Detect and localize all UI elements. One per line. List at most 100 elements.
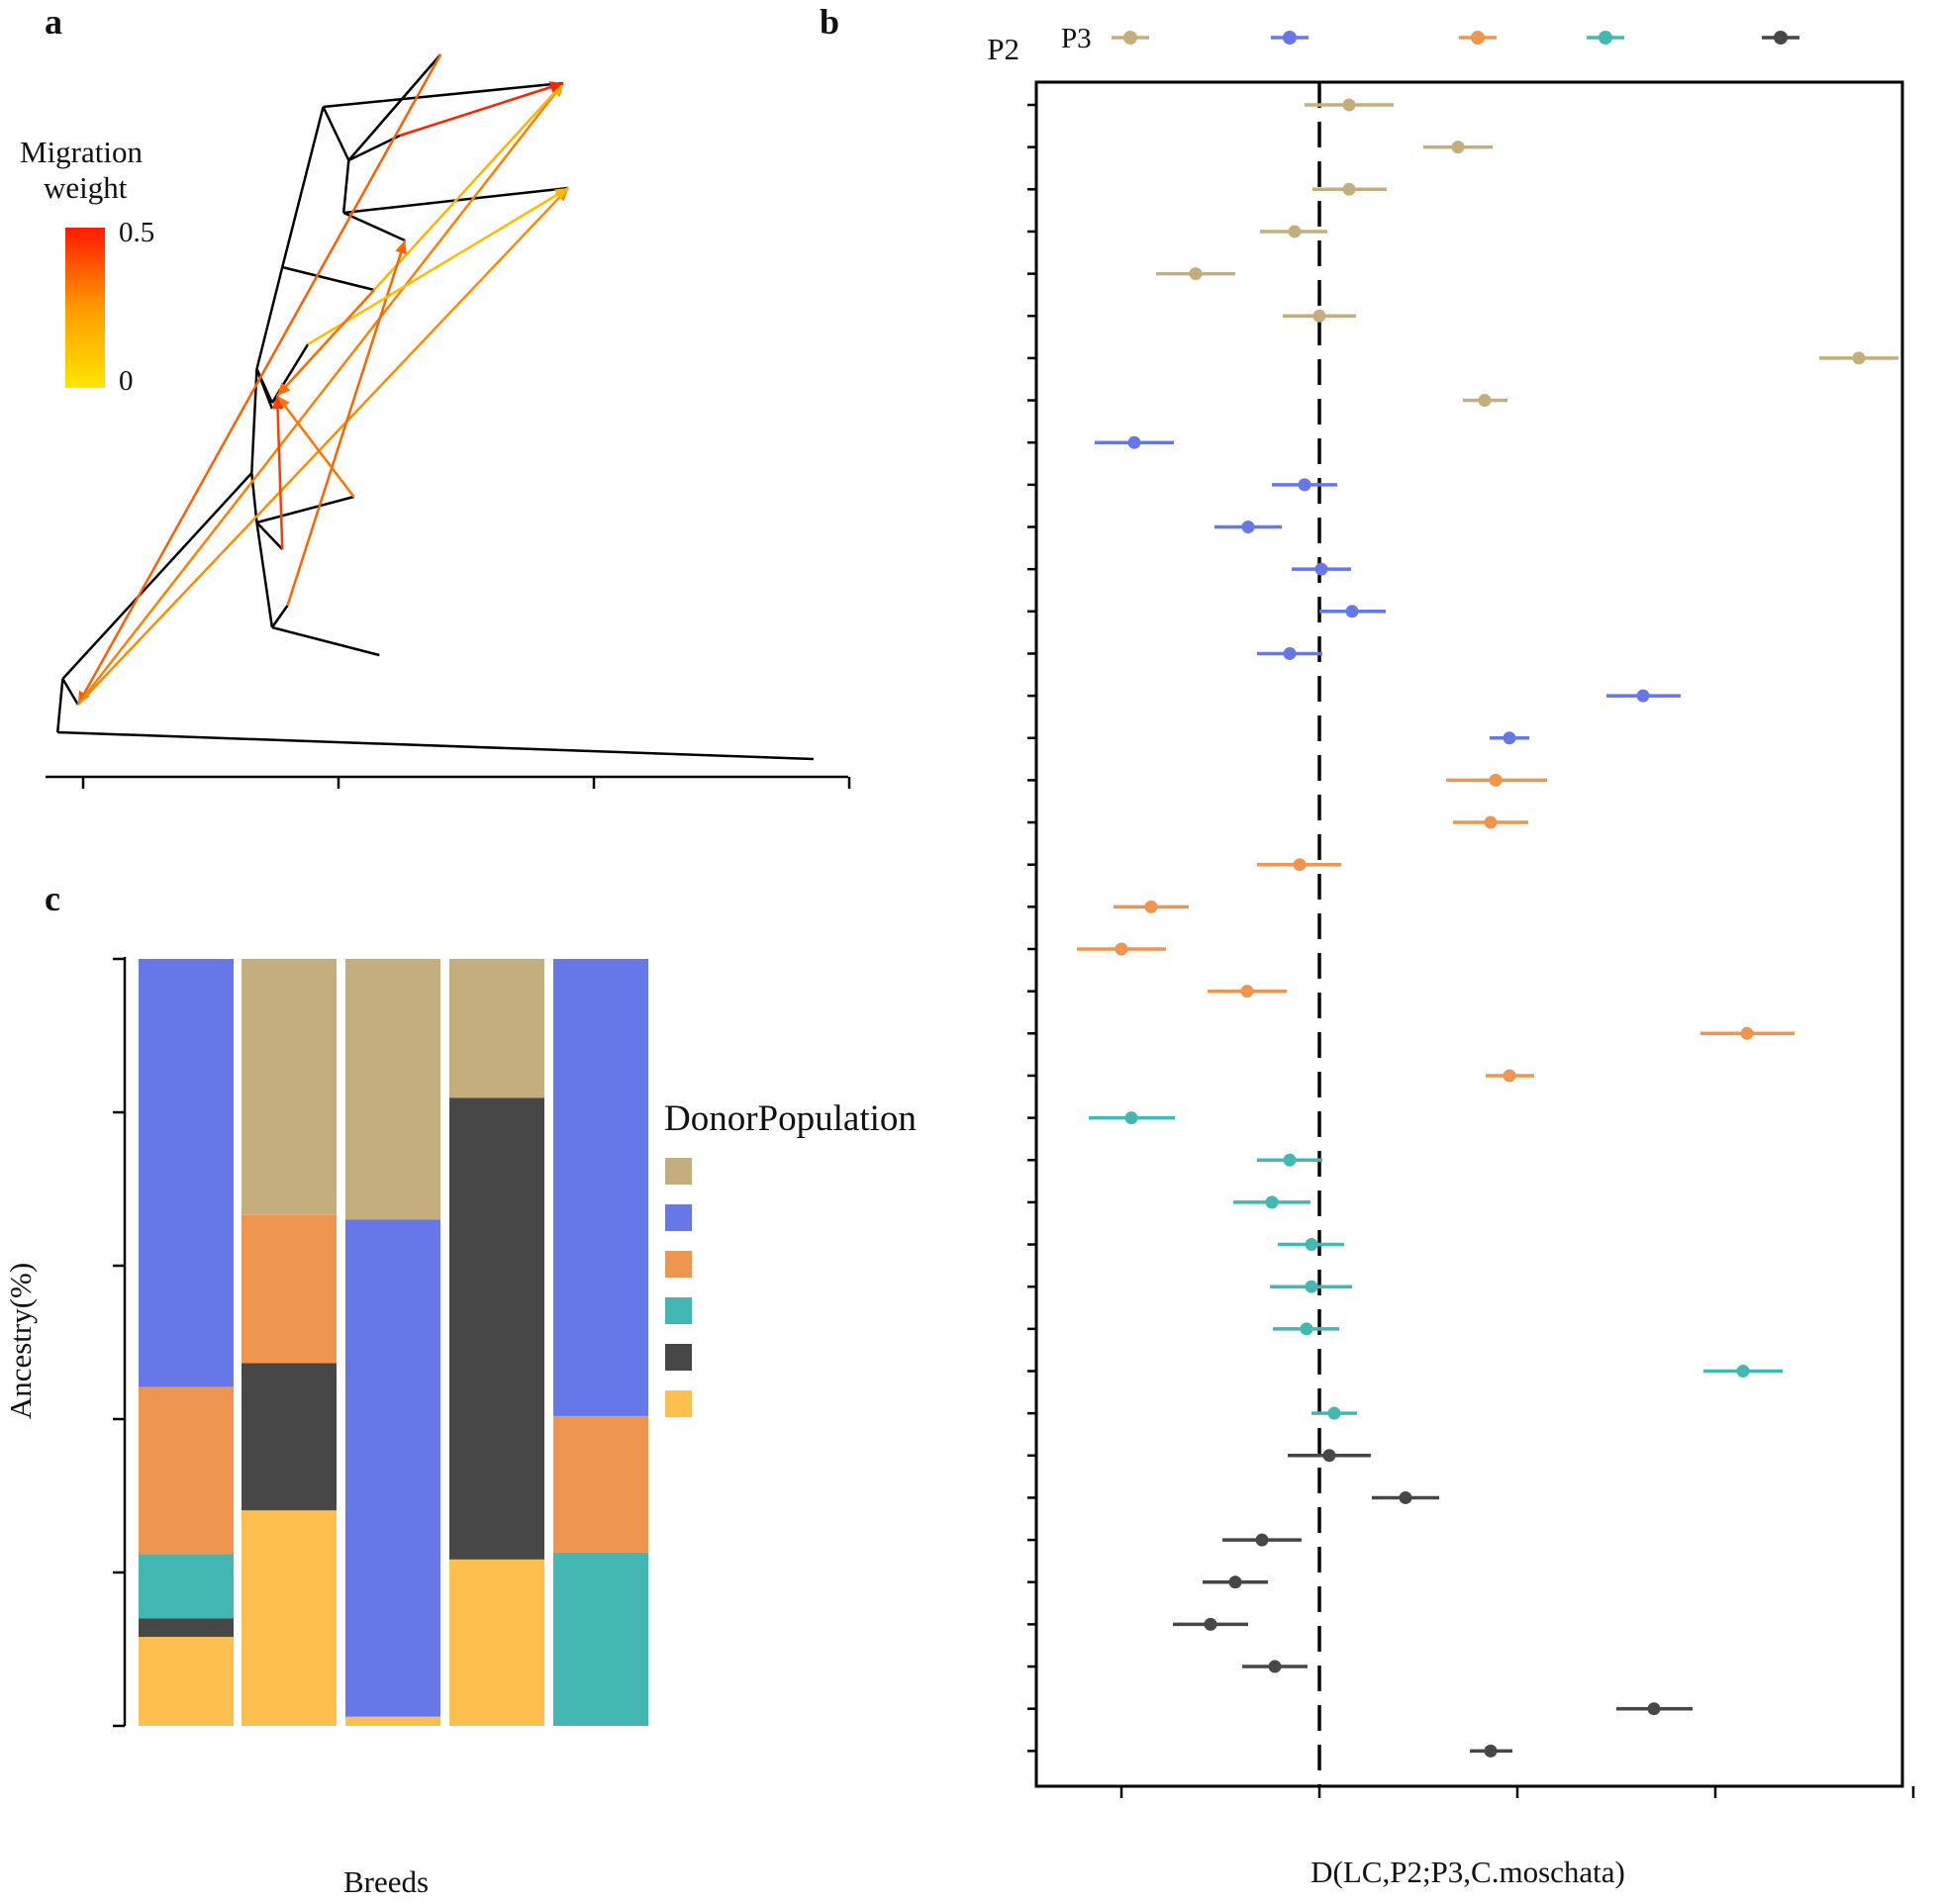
dstat-point-bangladesh-taiwan <box>1204 1617 1217 1631</box>
tree-branch-vietnam <box>347 134 401 162</box>
migration-arrowhead <box>395 240 407 255</box>
dstat-point-bangladesh-wild <box>1484 1744 1498 1758</box>
tree-branch <box>55 678 64 733</box>
tree-branch-wild <box>61 678 79 706</box>
migration-edge-taiwan-to-guangdong <box>275 395 284 550</box>
dstat-y-labels <box>1027 103 1036 1753</box>
dstat-point-vietnam-anhui <box>1342 98 1356 112</box>
ancestry-bar-laos-domestic-china <box>345 1716 440 1726</box>
dstat-point-pakistan-guangxi <box>1736 1365 1750 1378</box>
dstat-point-pakistan-wild <box>1327 1406 1341 1420</box>
migration-arrowhead <box>549 83 564 97</box>
dstat-point-laos-jiangxi <box>1293 858 1307 872</box>
dstat-point-bangladesh-guangxi <box>1647 1702 1661 1716</box>
dstat-points <box>1077 98 1898 1758</box>
dstat-point-pakistan-guangdong <box>1300 1322 1313 1336</box>
panel-label-b: b <box>820 2 839 42</box>
tree-branch-guizhou <box>255 368 274 410</box>
migration-color-bar <box>65 228 105 388</box>
migration-legend-title-2: weight <box>44 170 128 205</box>
ancestry-bar-vietnam-cambodia <box>139 959 234 1387</box>
ancestry-bars <box>139 959 648 1726</box>
ancestry-y-axis-title: Ancestry(%) <box>3 1263 38 1419</box>
migration-arrowhead <box>548 81 564 93</box>
ancestry-legend <box>665 1158 692 1417</box>
migration-edge-anhui-to-laos <box>307 186 569 346</box>
migration-arrowhead <box>277 382 291 396</box>
ancestry-bar-vietnam-laos <box>139 1386 234 1555</box>
tree-branch <box>255 266 284 370</box>
ancestry-bar-cambodia-vietnam <box>242 959 337 1215</box>
ancestry-bar-pakistan-bangladesh <box>449 1097 544 1560</box>
migration-edge-vietnam-to-pakistan <box>399 81 564 138</box>
ancestry-legend-swatch-laos <box>665 1251 692 1278</box>
ancestry-bar-bangladesh-cambodia <box>553 959 648 1416</box>
dstat-point-cambodia-taiwan <box>1345 605 1359 619</box>
dstat-point-vietnam-jiangxi <box>1342 182 1356 196</box>
dstat-point-bangladesh-jiangxi <box>1255 1533 1269 1547</box>
ancestry-legend-swatch-bangladesh <box>665 1344 692 1371</box>
dstat-legend-marker-cambodia <box>1283 31 1297 45</box>
tree-branch-fujian <box>271 625 380 657</box>
dstat-point-cambodia-anhui <box>1127 435 1141 449</box>
ancestry-legend-title: DonorPopulation <box>664 1098 917 1139</box>
dstat-point-pakistan-anhui <box>1124 1111 1138 1125</box>
ancestry-bar-pakistan-domestic-china <box>449 1559 544 1726</box>
tree-branch <box>281 106 325 268</box>
dstat-y-axis-title: P2 <box>987 32 1019 66</box>
dstat-point-laos-anhui <box>1489 773 1503 787</box>
dstat-legend-title: P3 <box>1061 23 1092 54</box>
ancestry-legend-swatch-cambodia <box>665 1204 692 1231</box>
dstat-point-vietnam-guizhou <box>1451 141 1465 154</box>
dstat-legend-marker-bangladesh <box>1774 31 1788 45</box>
tree-branch-chongqing <box>270 605 289 628</box>
tree-branch-c-moschata <box>57 730 814 761</box>
dstat-point-vietnam-guangxi <box>1852 351 1866 365</box>
dstat-point-pakistan-chongqi <box>1305 1238 1318 1252</box>
migration-edge-bangladesh-to-wild <box>76 53 442 706</box>
tree-branch-taiwan <box>255 522 284 550</box>
treemix-panel: Migration weight 0.5 0 <box>20 53 851 789</box>
ancestry-legend-swatch-vietnam <box>665 1158 692 1185</box>
tree-edges <box>55 53 814 761</box>
migration-edge-jiangxi-to-guangdong <box>276 395 355 498</box>
dstat-point-cambodia-chongqi <box>1314 562 1328 576</box>
migration-edges <box>76 53 570 706</box>
dstat-point-pakistan-guizhou <box>1283 1153 1297 1167</box>
panel-label-a: a <box>45 2 62 42</box>
migration-legend-max: 0.5 <box>119 217 154 248</box>
ancestry-x-axis-title: Breeds <box>343 1864 429 1899</box>
dstat-point-laos-taiwan <box>1115 942 1128 956</box>
dstat-point-cambodia-wild <box>1503 731 1516 745</box>
dstat-panel: P2 P3 D(LC,P2;P3,C.moschata) <box>987 23 1915 1889</box>
tree-branch <box>322 106 350 161</box>
dstat-x-axis-title: D(LC,P2;P3,C.moschata) <box>1310 1855 1625 1889</box>
dstat-x-ticks <box>1119 1786 1915 1798</box>
migration-arrowhead <box>553 188 569 200</box>
tree-branch-cambodia <box>342 211 406 242</box>
ancestry-panel: Ancestry(%) Breeds DonorPopulation <box>3 957 917 1899</box>
dstat-legend-marker-vietnam <box>1123 31 1137 45</box>
tree-branch <box>341 159 350 214</box>
ancestry-y-ticks <box>113 957 125 1728</box>
ancestry-bar-laos-cambodia <box>345 1219 440 1717</box>
ancestry-bar-vietnam-bangladesh <box>139 1618 234 1638</box>
dstat-legend-marker-laos <box>1471 31 1485 45</box>
dstat-legend <box>1112 31 1799 45</box>
dstat-point-laos-guizhou <box>1484 815 1498 829</box>
ancestry-bar-bangladesh-pakistan <box>553 1552 648 1726</box>
tree-branch-guangxi <box>281 265 375 292</box>
ancestry-bar-pakistan-vietnam <box>449 959 544 1098</box>
tree-branch <box>347 53 442 161</box>
ancestry-legend-swatch-domestic-china <box>665 1390 692 1417</box>
dstat-point-vietnam-taiwan <box>1189 267 1203 281</box>
ancestry-bar-vietnam-domestic-china <box>139 1637 234 1726</box>
tree-branch <box>61 472 253 680</box>
dstat-point-vietnam-wild <box>1478 394 1492 408</box>
dstat-point-bangladesh-guizhou <box>1399 1490 1412 1504</box>
dstat-point-cambodia-guangdong <box>1283 646 1297 660</box>
dstat-point-bangladesh-chongqi <box>1228 1575 1242 1589</box>
dstat-point-vietnam-chongqi <box>1288 225 1302 238</box>
dstat-point-laos-guangxi <box>1740 1026 1754 1040</box>
